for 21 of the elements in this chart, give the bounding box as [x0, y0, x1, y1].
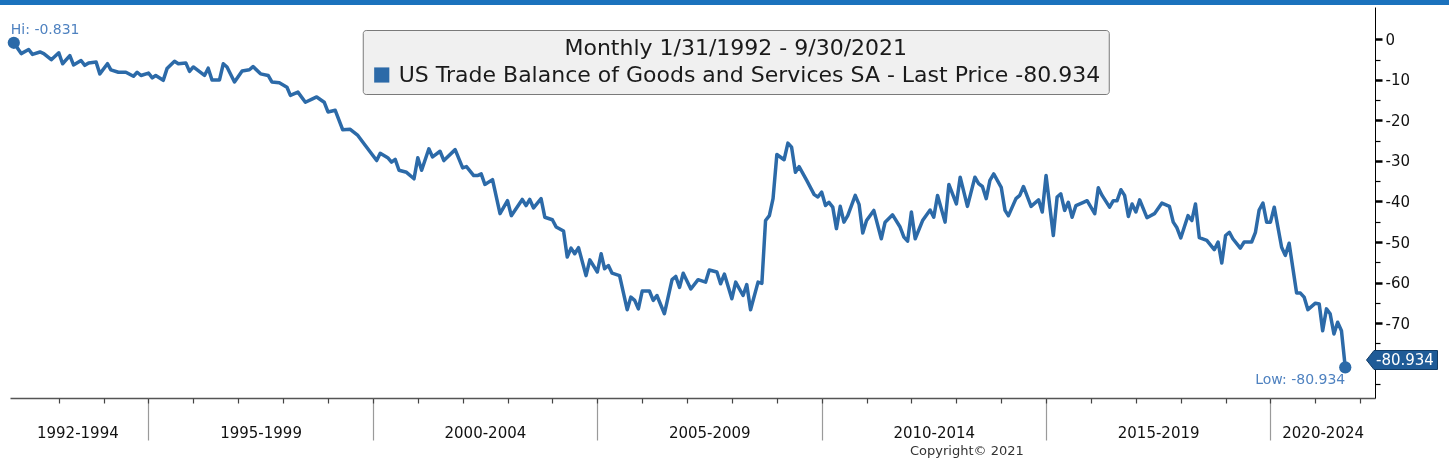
x-tick-label: 2005-2009 [668, 423, 751, 442]
annotation: Low: -80.934 [1255, 371, 1346, 388]
y-tick-label: -50 [1385, 233, 1410, 252]
x-tick-label: 2000-2004 [444, 423, 527, 442]
x-tick-label: 1992-1994 [36, 423, 119, 442]
y-tick-label: 0 [1385, 30, 1396, 49]
x-tick-label: 2010-2014 [893, 423, 976, 442]
y-tick-label: -10 [1385, 71, 1410, 90]
x-tick-label: 2020-2024 [1282, 423, 1365, 442]
legend-label: US Trade Balance of Goods and Services SA - Last Price -80.934 [398, 62, 1101, 87]
x-tick-label: 2015-2019 [1117, 423, 1200, 442]
y-tick-label: -20 [1385, 111, 1410, 130]
x-tick-label: 1995-1999 [220, 423, 302, 442]
text: Copyright© 2021 [910, 443, 1024, 458]
y-tick-label: -60 [1385, 274, 1410, 293]
y-tick-label: -40 [1385, 192, 1410, 211]
legend-title: Monthly 1/31/1992 - 9/30/2021 [564, 35, 908, 60]
annotation: Hi: -0.831 [10, 20, 80, 37]
y-tick-label: -70 [1385, 314, 1410, 333]
y-tick-label: -30 [1385, 152, 1410, 171]
text: -80.934 [1376, 351, 1434, 370]
